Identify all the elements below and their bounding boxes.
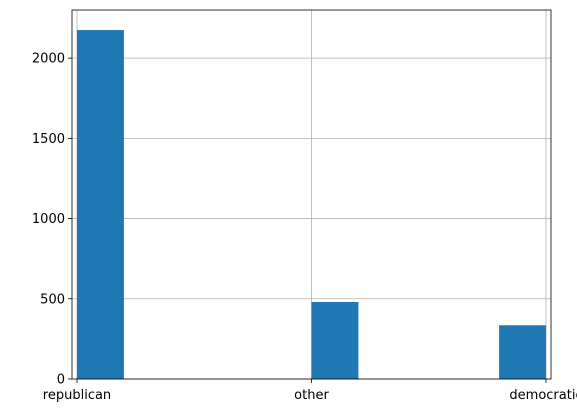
- x-tick-label: republican: [43, 388, 111, 403]
- bar-republican: [77, 30, 124, 379]
- y-tick-label: 1000: [32, 212, 65, 227]
- x-tick-label: other: [294, 388, 329, 403]
- bar-series: [77, 30, 546, 379]
- tick-labels: 0 500 1000 1500 2000 republican other democrati…: [32, 52, 577, 403]
- y-tick-label: 500: [40, 292, 65, 307]
- y-tick-label: 0: [57, 373, 65, 388]
- x-tick-label: democratic: [509, 388, 577, 403]
- bar-other: [311, 301, 359, 379]
- axes: [68, 9, 552, 383]
- plot-frame: [71, 9, 552, 380]
- bar-democratic: [499, 325, 546, 379]
- y-tick-label: 2000: [32, 52, 65, 67]
- y-tick-label: 1500: [32, 132, 65, 147]
